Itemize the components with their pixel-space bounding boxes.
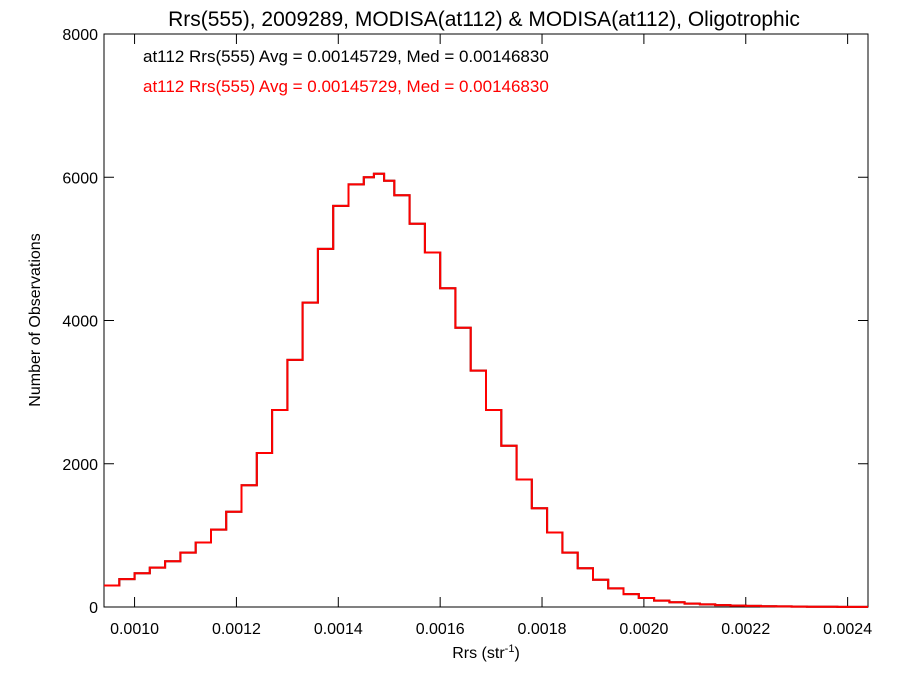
y-tick-label-1: 2000 xyxy=(62,457,98,474)
x-axis-label-suffix: ) xyxy=(514,645,519,662)
y-axis: 0 2000 4000 6000 8000 xyxy=(62,27,868,617)
x-axis: 0.0010 0.0012 0.0014 0.0016 0.0018 0.0020 0.00… xyxy=(110,34,872,638)
x-tick-label-6: 0.0022 xyxy=(721,621,770,638)
x-axis-label-main: Rrs (str xyxy=(452,645,505,662)
x-tick-label-5: 0.0020 xyxy=(619,621,668,638)
y-axis-label: Number of Observations xyxy=(27,233,44,406)
x-tick-label-2: 0.0014 xyxy=(314,621,363,638)
chart-title: Rrs(555), 2009289, MODISA(at112) & MODIS… xyxy=(168,8,800,31)
x-tick-label-1: 0.0012 xyxy=(212,621,261,638)
y-tick-label-2: 4000 xyxy=(62,314,98,331)
series-layer xyxy=(104,172,868,608)
legend-annotation-red: at112 Rrs(555) Avg = 0.00145729, Med = 0… xyxy=(143,77,549,96)
y-tick-label-4: 8000 xyxy=(62,27,98,44)
x-tick-label-7: 0.0024 xyxy=(823,621,872,638)
x-tick-label-0: 0.0010 xyxy=(110,621,159,638)
legend-annotation-black: at112 Rrs(555) Avg = 0.00145729, Med = 0… xyxy=(143,47,549,66)
x-tick-label-3: 0.0016 xyxy=(416,621,465,638)
x-tick-label-4: 0.0018 xyxy=(518,621,567,638)
x-axis-label-superscript: -1 xyxy=(505,643,515,655)
y-tick-label-0: 0 xyxy=(89,600,98,617)
y-tick-label-3: 6000 xyxy=(62,170,98,187)
series-line-1 xyxy=(104,172,868,608)
plot-frame xyxy=(103,33,869,608)
x-axis-label: Rrs (str-1) xyxy=(452,643,520,662)
